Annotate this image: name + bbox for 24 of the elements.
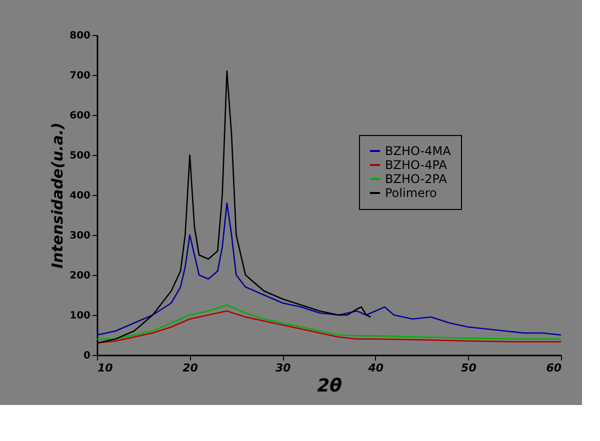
legend-label: BZHO-2PA: [385, 172, 448, 186]
y-tick-label: 500: [70, 150, 91, 162]
y-tick-label: 100: [70, 310, 91, 322]
y-tick-label: 300: [70, 230, 91, 242]
legend-label: Polimero: [385, 186, 437, 200]
y-axis-title: Intensidade(u.a.): [48, 122, 67, 269]
line-series: [96, 310, 562, 344]
legend-label: BZHO-4MA: [385, 144, 452, 158]
y-tick-label: 700: [70, 70, 91, 82]
y-tick-label: 800: [70, 30, 91, 42]
x-tick-label: 60: [546, 362, 562, 374]
line-series: [96, 202, 562, 336]
x-tick-label: 10: [98, 362, 114, 374]
x-tick-label: 30: [275, 362, 292, 374]
line-series: [96, 304, 562, 340]
x-axis-title: 2θ: [317, 376, 342, 396]
y-tick-label: 200: [70, 270, 91, 282]
legend-label: BZHO-4PA: [385, 158, 448, 172]
y-tick-label: 600: [70, 110, 91, 122]
y-tick-label: 400: [70, 190, 91, 202]
y-tick-label: 0: [84, 350, 91, 362]
x-tick-label: 40: [367, 362, 384, 374]
x-tick-label: 50: [461, 362, 477, 374]
x-tick-label: 20: [182, 362, 198, 374]
